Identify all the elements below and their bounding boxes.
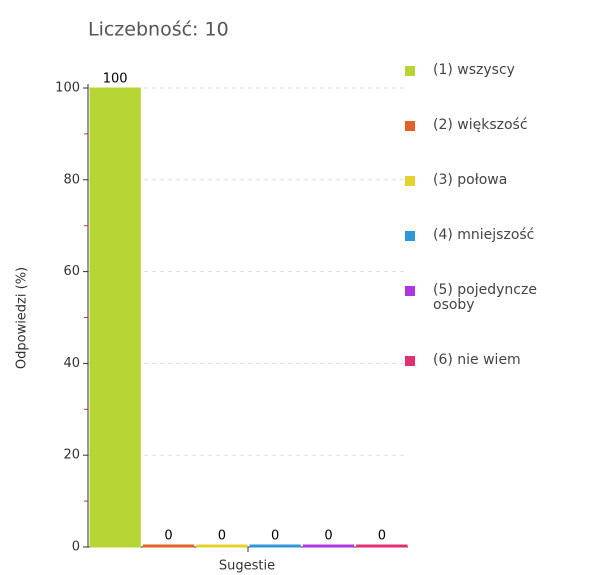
- legend-swatch: [405, 176, 415, 186]
- y-tick-label: 40: [63, 356, 80, 371]
- legend-swatch: [405, 66, 415, 76]
- y-tick-label: 0: [72, 540, 80, 555]
- bar: [89, 87, 141, 548]
- bar: [249, 544, 301, 548]
- value-label: 0: [271, 529, 279, 544]
- legend-item: (4) mniejszość: [405, 228, 565, 243]
- value-label: 0: [378, 529, 386, 544]
- value-label: 0: [218, 529, 226, 544]
- legend-item: (6) nie wiem: [405, 353, 565, 368]
- legend-swatch: [405, 231, 415, 241]
- bar: [196, 544, 248, 548]
- legend-swatch: [405, 356, 415, 366]
- legend-label: (6) nie wiem: [433, 352, 521, 368]
- legend-label: (1) wszyscy: [433, 62, 515, 78]
- legend: (1) wszyscy (2) większość (3) połowa (4) mn…: [405, 63, 565, 408]
- value-label: 0: [324, 529, 332, 544]
- y-tick-label: 60: [63, 264, 80, 279]
- legend-swatch: [405, 121, 415, 131]
- legend-item: (5) pojedyncze osoby: [405, 283, 565, 313]
- y-tick-label: 20: [63, 448, 80, 463]
- x-axis-label: Sugestie: [219, 559, 275, 574]
- legend-swatch: [405, 286, 415, 296]
- legend-label: (3) połowa: [433, 172, 508, 188]
- y-axis-label: Odpowiedzi (%): [15, 267, 30, 369]
- bar: [356, 544, 408, 548]
- legend-label: (5) pojedyncze osoby: [433, 282, 537, 313]
- value-label: 100: [103, 72, 128, 87]
- legend-item: (3) połowa: [405, 173, 565, 188]
- y-tick-label: 100: [55, 81, 80, 96]
- bar: [302, 544, 355, 548]
- bar: [142, 544, 195, 548]
- legend-item: (1) wszyscy: [405, 63, 565, 78]
- chart-title: Liczebność: 10: [88, 19, 229, 41]
- y-tick-label: 80: [63, 172, 80, 187]
- legend-label: (4) mniejszość: [433, 227, 535, 243]
- legend-item: (2) większość: [405, 118, 565, 133]
- legend-label: (2) większość: [433, 117, 528, 133]
- value-label: 0: [164, 529, 172, 544]
